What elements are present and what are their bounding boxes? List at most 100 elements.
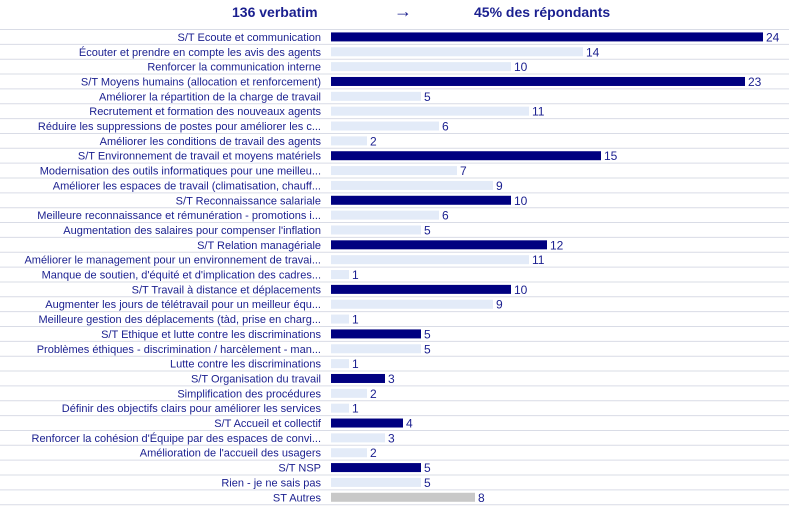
category-label: S/T Moyens humains (allocation et renfor… — [81, 76, 321, 88]
subtheme-bar — [331, 47, 583, 57]
category-label: S/T Environnement de travail et moyens m… — [78, 151, 322, 163]
value-label: 7 — [460, 164, 467, 178]
subtheme-bar — [331, 299, 493, 309]
theme-bar — [331, 418, 403, 428]
subtheme-bar — [331, 210, 439, 220]
category-label: Améliorer la répartition de la charge de… — [99, 91, 321, 103]
subtheme-bar — [331, 180, 493, 190]
subtheme-bar — [331, 433, 385, 443]
theme-bar — [331, 240, 547, 250]
right-arrow-icon: → — [394, 1, 412, 21]
subtheme-bar — [331, 388, 367, 398]
value-label: 1 — [352, 357, 359, 371]
category-label: Problèmes éthiques - discrimination / ha… — [37, 344, 321, 356]
category-label: S/T Travail à distance et déplacements — [132, 284, 322, 296]
subtheme-bar — [331, 62, 511, 72]
value-label: 23 — [748, 75, 762, 89]
value-label: 2 — [370, 387, 377, 401]
category-labels: S/T Ecoute et communication Écouter et pr… — [24, 32, 321, 504]
theme-bar — [331, 151, 601, 161]
value-label: 24 — [766, 30, 780, 44]
theme-bar — [331, 32, 763, 42]
category-label: Écouter et prendre en compte les avis de… — [79, 46, 322, 59]
value-label: 1 — [352, 402, 359, 416]
category-label: Augmentation des salaires pour compenser… — [63, 225, 321, 237]
category-label: Augmenter les jours de télétravail pour … — [45, 299, 321, 311]
verbatim-count: 136 verbatim — [232, 4, 318, 20]
category-label: Définir des objectifs clairs pour amélio… — [62, 403, 322, 415]
category-label: S/T Ethique et lutte contre les discrimi… — [101, 329, 321, 341]
respondents-share: 45% des répondants — [474, 4, 611, 20]
theme-bar — [331, 463, 421, 473]
category-label: Meilleure gestion des déplacements (tàd,… — [39, 314, 322, 326]
subtheme-bar — [331, 448, 367, 458]
subtheme-bar — [331, 121, 439, 131]
value-label: 5 — [424, 461, 431, 475]
category-label: S/T Organisation du travail — [191, 373, 321, 385]
value-label: 1 — [352, 313, 359, 327]
value-label: 5 — [424, 90, 431, 104]
value-label: 3 — [388, 372, 395, 386]
value-label: 6 — [442, 120, 449, 134]
subtheme-bar — [331, 91, 421, 101]
subtheme-bar — [331, 270, 349, 280]
value-label: 10 — [514, 283, 528, 297]
category-label: Meilleure reconnaissance et rémunération… — [37, 210, 321, 222]
subtheme-bar — [331, 136, 367, 146]
subtheme-bar — [331, 255, 529, 265]
theme-bar — [331, 329, 421, 339]
value-label: 9 — [496, 298, 503, 312]
value-label: 12 — [550, 238, 564, 252]
value-label: 5 — [424, 342, 431, 356]
category-label: Améliorer le management pour un environn… — [24, 255, 321, 267]
subtheme-bar — [331, 225, 421, 235]
theme-bar — [331, 195, 511, 205]
category-label: Lutte contre les discriminations — [170, 359, 322, 371]
category-label: S/T Reconnaissance salariale — [176, 195, 321, 207]
value-label: 5 — [424, 327, 431, 341]
theme-bar — [331, 76, 745, 86]
value-label: 2 — [370, 446, 377, 460]
category-label: Renforcer la communication interne — [147, 62, 321, 74]
other-bar — [331, 492, 475, 502]
category-label: Modernisation des outils informatiques p… — [40, 166, 321, 178]
value-label: 15 — [604, 149, 618, 163]
bars — [331, 32, 763, 502]
subtheme-bar — [331, 477, 421, 487]
category-label: ST Autres — [273, 492, 322, 504]
value-labels: 2414102351162157910651211110915513214325… — [352, 30, 780, 504]
theme-bar — [331, 284, 511, 294]
category-label: S/T Relation managériale — [197, 240, 321, 252]
category-label: Recrutement et formation des nouveaux ag… — [89, 106, 321, 118]
value-label: 5 — [424, 476, 431, 490]
subtheme-bar — [331, 106, 529, 116]
category-label: Améliorer les conditions de travail des … — [100, 136, 322, 148]
value-label: 1 — [352, 268, 359, 282]
value-label: 9 — [496, 179, 503, 193]
value-label: 4 — [406, 417, 413, 431]
category-label: Rien - je ne sais pas — [221, 477, 321, 489]
category-label: Améliorer les espaces de travail (climat… — [53, 180, 321, 192]
category-label: S/T Ecoute et communication — [178, 32, 321, 44]
value-label: 8 — [478, 491, 485, 505]
category-label: Manque de soutien, d'équité et d'implica… — [42, 270, 321, 282]
value-label: 14 — [586, 45, 600, 59]
subtheme-bar — [331, 166, 457, 176]
category-label: Amélioration de l'accueil des usagers — [140, 448, 322, 460]
subtheme-bar — [331, 344, 421, 354]
row-gridlines — [0, 29, 789, 506]
value-label: 6 — [442, 209, 449, 223]
chart-header: 136 verbatim → 45% des répondants — [0, 0, 789, 28]
value-label: 5 — [424, 223, 431, 237]
category-label: Simplification des procédures — [177, 388, 321, 400]
value-label: 10 — [514, 60, 528, 74]
subtheme-bar — [331, 403, 349, 413]
value-label: 2 — [370, 134, 377, 148]
subtheme-bar — [331, 314, 349, 324]
subtheme-bar — [331, 359, 349, 369]
value-label: 3 — [388, 431, 395, 445]
value-label: 11 — [532, 253, 545, 267]
category-label: S/T NSP — [278, 463, 321, 475]
value-label: 10 — [514, 194, 528, 208]
